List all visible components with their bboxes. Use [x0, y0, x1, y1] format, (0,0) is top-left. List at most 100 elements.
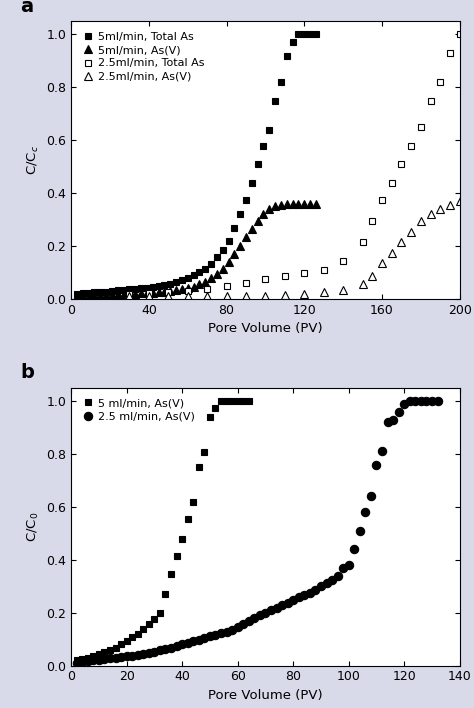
- 2.5ml/min, Total As: [438, 78, 443, 86]
- 2.5ml/min, Total As: [301, 269, 307, 278]
- 5ml/min, Total As: [313, 30, 319, 39]
- 5ml/min, As(V): [208, 274, 214, 282]
- 2.5 ml/min, As(V): [229, 625, 235, 634]
- 5ml/min, Total As: [272, 96, 278, 105]
- 5ml/min, As(V): [255, 217, 261, 225]
- 5ml/min, As(V): [226, 258, 231, 266]
- 5ml/min, Total As: [150, 282, 155, 291]
- 5 ml/min, As(V): [163, 590, 168, 598]
- 5 ml/min, As(V): [240, 396, 246, 405]
- Line: 2.5ml/min, As(V): 2.5ml/min, As(V): [125, 197, 464, 300]
- 5ml/min, Total As: [91, 288, 97, 297]
- 5ml/min, As(V): [313, 200, 319, 208]
- 5 ml/min, As(V): [185, 515, 191, 523]
- 5ml/min, Total As: [290, 38, 295, 47]
- 2.5ml/min, Total As: [263, 275, 268, 283]
- 5 ml/min, As(V): [224, 396, 229, 405]
- 2.5 ml/min, As(V): [357, 526, 363, 535]
- 2.5ml/min, As(V): [428, 210, 433, 219]
- 5 ml/min, As(V): [213, 404, 219, 413]
- 2.5ml/min, Total As: [447, 49, 453, 57]
- 2.5ml/min, Total As: [127, 290, 132, 298]
- 5ml/min, As(V): [261, 210, 266, 219]
- 2.5ml/min, As(V): [399, 238, 404, 246]
- 2.5ml/min, Total As: [408, 142, 414, 150]
- 2.5 ml/min, As(V): [407, 396, 413, 405]
- 2.5ml/min, As(V): [340, 285, 346, 294]
- 5ml/min, As(V): [185, 284, 191, 292]
- 5ml/min, As(V): [307, 200, 313, 208]
- 5ml/min, Total As: [296, 30, 301, 39]
- 2.5 ml/min, As(V): [435, 396, 440, 405]
- 5 ml/min, As(V): [235, 396, 240, 405]
- 2.5ml/min, Total As: [428, 96, 433, 105]
- 2.5ml/min, Total As: [340, 256, 346, 265]
- 2.5ml/min, Total As: [360, 238, 365, 246]
- 2.5ml/min, As(V): [360, 280, 365, 289]
- 2.5ml/min, Total As: [146, 289, 152, 297]
- 2.5 ml/min, As(V): [185, 639, 191, 647]
- 2.5ml/min, Total As: [418, 122, 424, 131]
- 2.5ml/min, As(V): [379, 259, 385, 268]
- Line: 2.5 ml/min, As(V): 2.5 ml/min, As(V): [73, 397, 442, 667]
- 5ml/min, Total As: [237, 210, 243, 219]
- 2.5ml/min, As(V): [389, 249, 394, 257]
- 2.5ml/min, As(V): [282, 291, 288, 299]
- 5ml/min, Total As: [191, 271, 196, 280]
- 5ml/min, Total As: [173, 278, 179, 286]
- 5ml/min, Total As: [127, 285, 132, 294]
- 5ml/min, As(V): [191, 282, 196, 291]
- 5ml/min, Total As: [167, 280, 173, 288]
- 5ml/min, As(V): [74, 292, 80, 301]
- 5 ml/min, As(V): [201, 447, 207, 456]
- 5ml/min, As(V): [179, 285, 185, 294]
- 5 ml/min, As(V): [135, 629, 141, 638]
- 5ml/min, As(V): [138, 289, 144, 297]
- 5 ml/min, As(V): [152, 615, 157, 624]
- 2.5 ml/min, As(V): [412, 396, 418, 405]
- 5ml/min, As(V): [214, 270, 219, 278]
- Line: 5 ml/min, As(V): 5 ml/min, As(V): [73, 398, 252, 663]
- 5ml/min, Total As: [162, 280, 167, 289]
- 2.5ml/min, As(V): [447, 201, 453, 210]
- 5ml/min, Total As: [144, 283, 150, 292]
- 5 ml/min, As(V): [107, 646, 113, 654]
- Legend: 5ml/min, Total As, 5ml/min, As(V), 2.5ml/min, Total As, 2.5ml/min, As(V): 5ml/min, Total As, 5ml/min, As(V), 2.5ml…: [81, 30, 207, 84]
- 2.5ml/min, As(V): [370, 272, 375, 280]
- 2.5ml/min, Total As: [243, 279, 249, 287]
- 2.5 ml/min, As(V): [74, 658, 80, 667]
- 5ml/min, As(V): [243, 232, 249, 241]
- 5ml/min, Total As: [249, 178, 255, 187]
- 5ml/min, As(V): [272, 202, 278, 210]
- 5ml/min, Total As: [214, 253, 219, 262]
- 2.5ml/min, As(V): [321, 288, 327, 297]
- 5ml/min, Total As: [179, 276, 185, 285]
- 5ml/min, Total As: [80, 289, 86, 297]
- 5ml/min, As(V): [144, 289, 150, 297]
- 5ml/min, Total As: [74, 290, 80, 298]
- 5ml/min, Total As: [109, 287, 115, 295]
- 2.5ml/min, Total As: [370, 217, 375, 225]
- 5ml/min, As(V): [86, 291, 91, 299]
- 5ml/min, As(V): [97, 291, 103, 299]
- X-axis label: Pore Volume (PV): Pore Volume (PV): [208, 689, 323, 702]
- 5ml/min, As(V): [80, 292, 86, 300]
- 5ml/min, Total As: [197, 268, 202, 277]
- 5 ml/min, As(V): [140, 624, 146, 633]
- 5ml/min, Total As: [255, 160, 261, 169]
- 5ml/min, Total As: [266, 125, 272, 134]
- X-axis label: Pore Volume (PV): Pore Volume (PV): [208, 322, 323, 336]
- 2.5ml/min, As(V): [165, 292, 171, 301]
- 5ml/min, Total As: [261, 142, 266, 150]
- 5ml/min, Total As: [115, 286, 120, 295]
- 5ml/min, As(V): [173, 286, 179, 295]
- 5ml/min, Total As: [278, 78, 284, 86]
- 2.5ml/min, As(V): [146, 292, 152, 301]
- 5ml/min, As(V): [296, 200, 301, 208]
- 2.5ml/min, Total As: [457, 30, 463, 39]
- 5ml/min, Total As: [103, 287, 109, 296]
- 5ml/min, Total As: [97, 288, 103, 297]
- 2.5ml/min, Total As: [379, 195, 385, 204]
- 5ml/min, As(V): [155, 288, 161, 297]
- 5ml/min, Total As: [185, 274, 191, 282]
